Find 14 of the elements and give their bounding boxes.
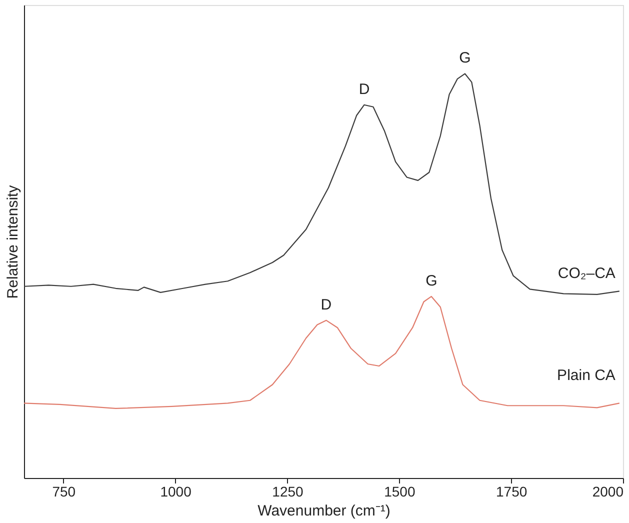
y-axis-title: Relative intensity bbox=[4, 184, 22, 299]
annotation: D bbox=[320, 296, 332, 314]
x-tick-label: 1500 bbox=[384, 484, 416, 500]
x-tick-label: 750 bbox=[52, 484, 76, 500]
series-label: CO₂–CA bbox=[558, 265, 616, 282]
annotation: G bbox=[426, 272, 438, 290]
x-tick-label: 2000 bbox=[592, 484, 624, 500]
x-tick-label: 1000 bbox=[160, 484, 192, 500]
x-axis-title: Wavenumber (cm⁻¹) bbox=[258, 502, 390, 520]
x-tick-label: 1750 bbox=[496, 484, 528, 500]
text: G bbox=[459, 50, 471, 67]
x-tick-label: 1250 bbox=[272, 484, 304, 500]
annotation: D bbox=[358, 80, 370, 98]
series-label: Plain CA bbox=[557, 367, 616, 384]
